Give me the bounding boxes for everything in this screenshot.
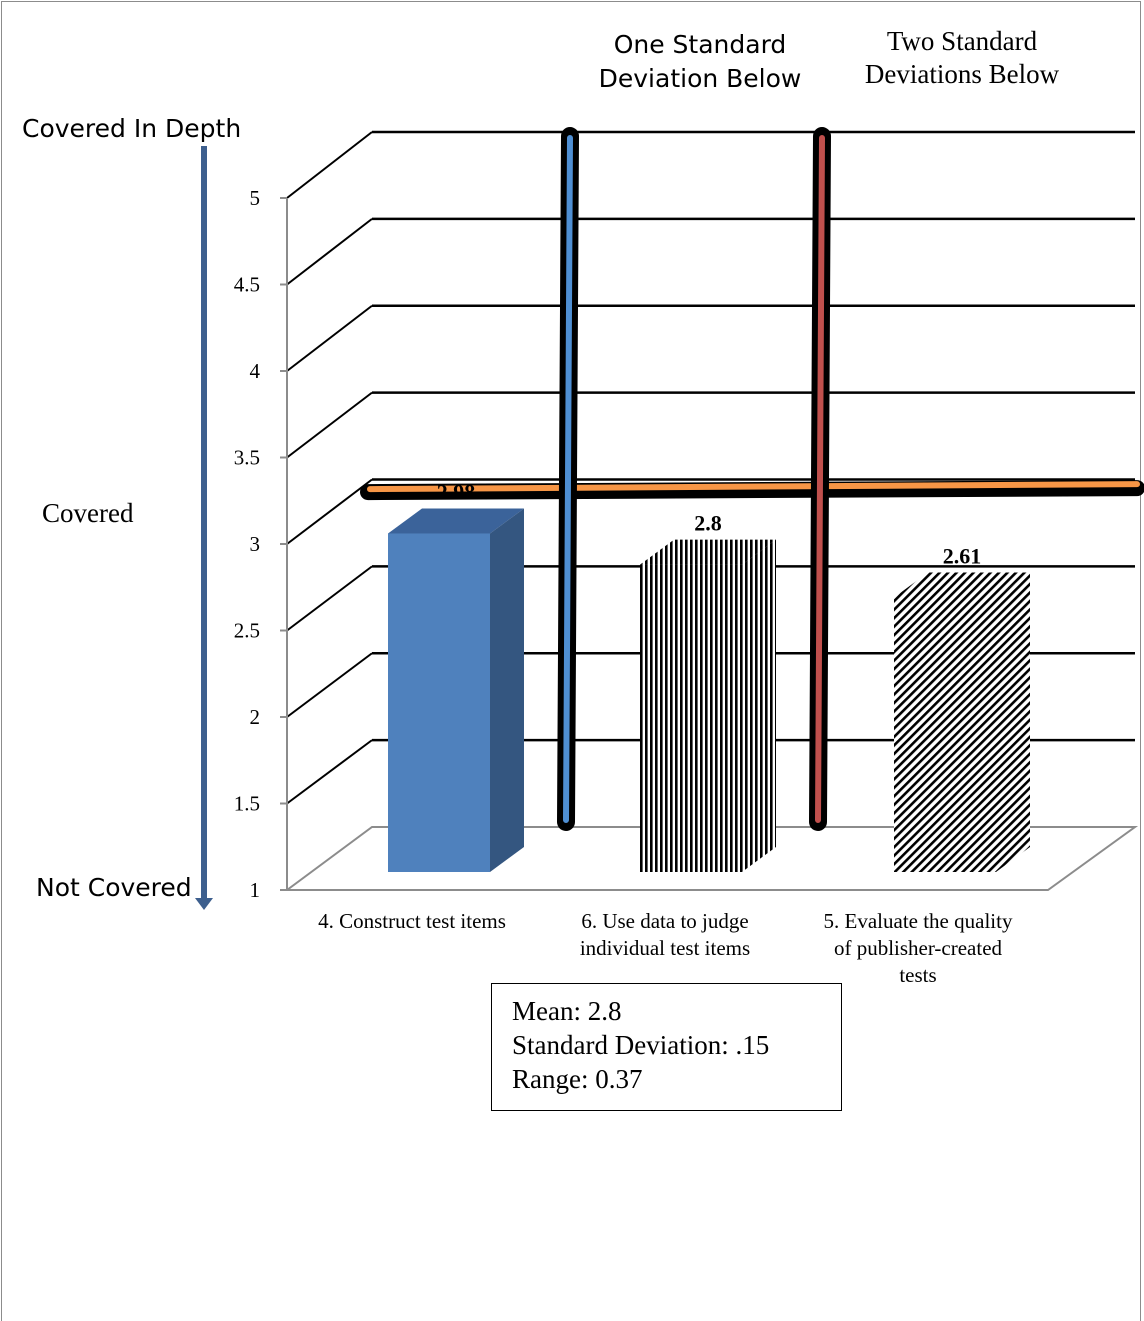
data-label: 2.61	[943, 543, 982, 568]
gridline-diagonal	[286, 131, 373, 199]
bar-top	[894, 572, 1030, 598]
category-label: 4. Construct test items	[318, 909, 506, 933]
two-sd-label: Two Standard Deviations Below	[846, 25, 1078, 91]
y-axis-ticks: 1 1.5 2 2.5 3 3.5 4 4.5 5	[234, 186, 288, 902]
bar-side	[996, 572, 1030, 872]
bar-side	[742, 539, 776, 872]
y-tick-label: 4	[250, 359, 261, 383]
one-sd-label-line-2: Deviation Below	[598, 64, 802, 93]
y-tick-label: 2	[250, 705, 261, 729]
covered-label: Covered	[42, 498, 134, 528]
covered-in-depth-label: Covered In Depth	[22, 114, 242, 143]
bar-side	[490, 508, 524, 872]
bars	[388, 508, 1030, 872]
reference-lines	[360, 127, 1144, 831]
bar-top	[640, 539, 776, 565]
chart-floor	[283, 826, 1139, 891]
bar	[894, 572, 1030, 872]
y-tick-label: 5	[250, 186, 261, 210]
gridline-diagonal	[286, 565, 373, 632]
y-tick-label: 3	[250, 532, 261, 556]
floor-outline	[283, 826, 1139, 891]
category-label: tests	[899, 963, 936, 987]
one-sd-line	[563, 135, 573, 823]
not-covered-label: Not Covered	[36, 873, 192, 902]
stats-range: Range: 0.37	[512, 1064, 643, 1094]
bar-front	[388, 533, 490, 872]
scale-arrow	[195, 146, 213, 910]
category-label: 5. Evaluate the quality	[824, 909, 1013, 933]
bar-top	[388, 508, 524, 534]
y-tick-label: 3.5	[234, 446, 260, 470]
category-label: individual test items	[580, 936, 750, 960]
category-labels: 4. Construct test items 6. Use data to ju…	[318, 909, 1013, 987]
y-tick-label: 1.5	[234, 792, 260, 816]
one-sd-label: One Standard Deviation Below	[590, 28, 810, 96]
bar	[388, 508, 524, 872]
stats-mean: Mean: 2.8	[512, 996, 622, 1026]
y-tick-label: 1	[250, 878, 261, 902]
stats-sd: Standard Deviation: .15	[512, 1030, 770, 1060]
category-label: 6. Use data to judge	[581, 909, 748, 933]
two-sd-label-line-2: Deviations Below	[864, 59, 1060, 89]
gridline-diagonal	[286, 391, 373, 459]
data-labels: 2.98 2.8 2.61	[437, 479, 982, 568]
bar-front	[640, 564, 742, 872]
gridline-diagonal	[286, 304, 373, 372]
y-tick-label: 4.5	[234, 273, 260, 297]
mean-line-outline	[360, 480, 1144, 501]
bar-front	[894, 597, 996, 872]
gridline-diagonal	[286, 652, 373, 718]
gridline-diagonal	[286, 739, 373, 805]
two-sd-label-line-1: Two Standard	[886, 26, 1038, 56]
y-tick-label: 2.5	[234, 619, 260, 643]
data-label: 2.98	[437, 479, 476, 504]
stats-box: Mean: 2.8 Standard Deviation: .15 Range:…	[491, 983, 842, 1111]
one-sd-label-line-1: One Standard	[613, 30, 787, 59]
data-label: 2.8	[694, 511, 722, 536]
category-label: of publisher-created	[834, 936, 1003, 960]
mean-line	[367, 481, 1140, 493]
bar	[640, 539, 776, 872]
gridline-diagonal	[286, 478, 373, 545]
two-sd-line	[815, 135, 825, 823]
gridline-diagonal	[286, 218, 373, 286]
